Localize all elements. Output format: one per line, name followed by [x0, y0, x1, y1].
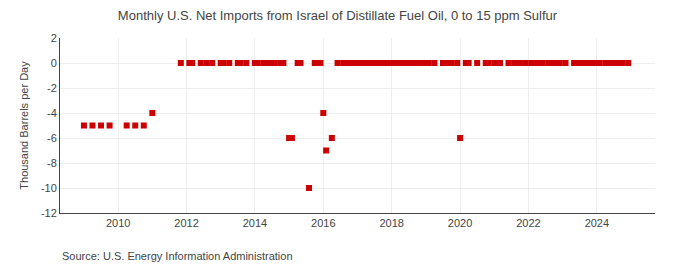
svg-text:2010: 2010	[106, 217, 130, 229]
svg-text:2012: 2012	[174, 217, 198, 229]
svg-text:-4: -4	[47, 107, 57, 119]
svg-text:0: 0	[51, 57, 57, 69]
svg-text:2020: 2020	[448, 217, 472, 229]
svg-text:-8: -8	[47, 157, 57, 169]
svg-text:2016: 2016	[311, 217, 335, 229]
svg-text:2014: 2014	[243, 217, 267, 229]
svg-text:Monthly U.S. Net Imports from: Monthly U.S. Net Imports from Israel of …	[118, 8, 558, 23]
svg-text:-6: -6	[47, 132, 57, 144]
svg-text:Source: U.S. Energy Informatio: Source: U.S. Energy Information Administ…	[62, 250, 293, 262]
svg-text:-12: -12	[41, 207, 57, 219]
svg-text:-10: -10	[41, 182, 57, 194]
svg-text:2018: 2018	[379, 217, 403, 229]
svg-text:2022: 2022	[516, 217, 540, 229]
svg-text:Thousand Barrels per Day: Thousand Barrels per Day	[18, 61, 30, 190]
svg-text:-2: -2	[47, 82, 57, 94]
svg-text:2024: 2024	[585, 217, 609, 229]
svg-text:2: 2	[51, 32, 57, 44]
